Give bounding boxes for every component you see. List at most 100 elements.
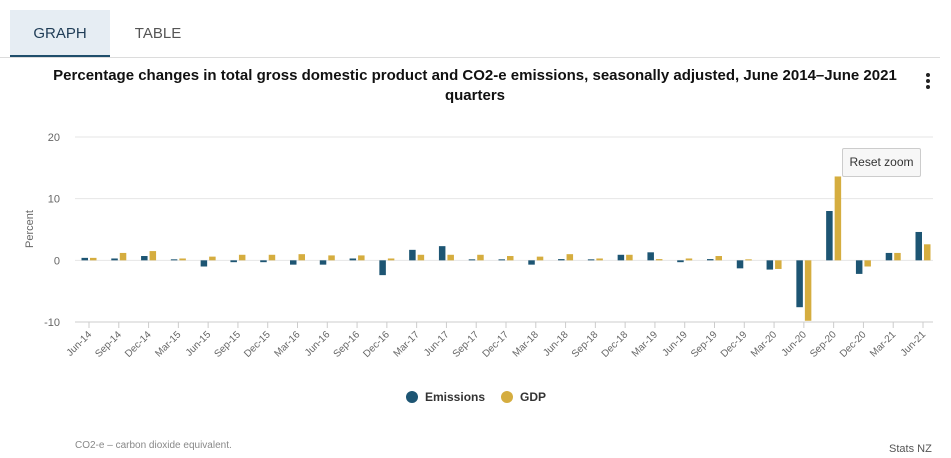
bar-emissions-jun-19[interactable] [677, 260, 684, 263]
y-axis-label: Percent [24, 210, 36, 248]
bar-emissions-jun-17[interactable] [438, 246, 446, 261]
bar-gdp-mar-19[interactable] [655, 259, 663, 261]
bar-gdp-mar-18[interactable] [536, 256, 544, 261]
x-tick-label: Mar-15 [153, 329, 183, 359]
bar-gdp-jun-18[interactable] [566, 254, 574, 261]
legend-item-emissions[interactable]: Emissions [406, 388, 485, 406]
x-tick-label: Dec-20 [838, 329, 869, 360]
x-tick-label: Jun-20 [780, 329, 810, 359]
bar-emissions-sep-15[interactable] [230, 260, 237, 263]
bar-emissions-mar-16[interactable] [290, 260, 297, 265]
legend-item-gdp[interactable]: GDP [501, 388, 546, 406]
x-tick-label: Mar-20 [749, 329, 779, 359]
bar-gdp-mar-20[interactable] [775, 260, 782, 269]
bar-gdp-jun-14[interactable] [90, 257, 97, 261]
bar-gdp-sep-15[interactable] [238, 254, 246, 261]
bar-emissions-dec-20[interactable] [855, 260, 863, 274]
bar-gdp-dec-16[interactable] [387, 258, 395, 261]
bar-gdp-dec-14[interactable] [149, 251, 157, 261]
bar-gdp-jun-21[interactable] [924, 244, 931, 261]
y-tick-label: 10 [48, 194, 60, 206]
bar-emissions-jun-20[interactable] [796, 260, 803, 308]
tab-graph[interactable]: GRAPH [10, 10, 110, 57]
x-tick-label: Sep-19 [689, 329, 720, 360]
vertical-ellipsis-icon[interactable] [918, 70, 938, 92]
gridlines [75, 136, 933, 323]
x-tick-label: Mar-18 [511, 329, 541, 359]
bar-gdp-sep-16[interactable] [358, 255, 365, 261]
bar-gdp-jun-15[interactable] [209, 256, 216, 261]
reset-zoom-button[interactable]: Reset zoom [842, 148, 921, 177]
bar-emissions-mar-20[interactable] [766, 260, 774, 270]
bar-emissions-dec-15[interactable] [260, 260, 267, 263]
x-tick-label: Sep-15 [212, 329, 243, 360]
bar-emissions-mar-21[interactable] [885, 252, 893, 261]
bar-emissions-mar-15[interactable] [170, 259, 178, 261]
bar-gdp-mar-15[interactable] [179, 258, 186, 261]
bar-gdp-dec-19[interactable] [745, 259, 752, 261]
x-tick-label: Mar-21 [868, 329, 898, 359]
bar-emissions-jun-18[interactable] [558, 259, 565, 261]
bar-emissions-dec-19[interactable] [736, 260, 744, 269]
bar-emissions-sep-16[interactable] [349, 258, 357, 261]
bar-gdp-jun-17[interactable] [447, 254, 454, 261]
legend-swatch-emissions [406, 391, 418, 403]
legend-swatch-gdp [501, 391, 513, 403]
bar-gdp-dec-18[interactable] [626, 254, 633, 261]
bar-gdp-dec-17[interactable] [507, 256, 514, 261]
bar-emissions-mar-19[interactable] [647, 252, 654, 261]
bar-emissions-jun-14[interactable] [81, 257, 89, 261]
x-tick-label: Sep-14 [93, 329, 124, 360]
x-tick-label: Dec-17 [481, 329, 512, 360]
bar-emissions-sep-20[interactable] [826, 211, 833, 261]
bar-emissions-jun-16[interactable] [319, 260, 327, 265]
bar-emissions-sep-14[interactable] [111, 258, 118, 261]
x-tick-label: Jun-16 [303, 329, 333, 359]
bar-emissions-jun-21[interactable] [915, 231, 923, 261]
y-tick-label: -10 [44, 317, 60, 329]
bar-emissions-mar-18[interactable] [528, 260, 535, 265]
bar-gdp-jun-19[interactable] [685, 258, 693, 261]
x-tick-label: Jun-17 [422, 329, 452, 359]
bar-gdp-sep-17[interactable] [477, 254, 484, 261]
bar-emissions-jun-15[interactable] [200, 260, 208, 267]
x-tick-label: Sep-18 [570, 329, 601, 360]
bar-gdp-jun-16[interactable] [328, 255, 335, 261]
bar-emissions-sep-19[interactable] [707, 259, 714, 261]
bar-gdp-sep-14[interactable] [119, 252, 127, 261]
chart-title: Percentage changes in total gross domest… [53, 67, 897, 104]
y-axis-ticks: -10 0 10 20 [44, 132, 60, 329]
x-tick-label: Jun-19 [660, 329, 690, 359]
bar-gdp-dec-20[interactable] [864, 260, 871, 267]
bar-emissions-sep-18[interactable] [587, 259, 595, 261]
x-tick-label: Jun-18 [541, 329, 571, 359]
bar-emissions-sep-17[interactable] [468, 259, 476, 261]
x-tick-label: Sep-17 [451, 329, 482, 360]
tab-table[interactable]: TABLE [134, 25, 182, 42]
bar-gdp-dec-15[interactable] [268, 254, 276, 261]
x-tick-label: Mar-17 [392, 329, 422, 359]
bar-gdp-sep-19[interactable] [715, 256, 723, 261]
x-tick-label: Dec-18 [600, 329, 631, 360]
bar-gdp-mar-21[interactable] [894, 252, 901, 261]
bar-gdp-sep-20[interactable] [834, 176, 842, 261]
x-tick-label: Dec-15 [242, 329, 273, 360]
x-tick-label: Jun-21 [899, 329, 929, 359]
bar-gdp-mar-17[interactable] [417, 254, 425, 261]
bar-gdp-mar-16[interactable] [298, 254, 306, 261]
credit: Stats NZ [889, 443, 932, 455]
x-tick-label: Jun-15 [184, 329, 214, 359]
x-axis: Jun-14 Sep-14 Dec-14 Mar-15 Jun-15 Sep-15 Dec-… [65, 321, 933, 360]
bar-gdp-sep-18[interactable] [596, 258, 603, 261]
bar-emissions-dec-14[interactable] [141, 256, 148, 261]
legend-label-gdp: GDP [520, 390, 547, 404]
x-tick-label: Sep-20 [808, 329, 839, 360]
bar-gdp-jun-20[interactable] [804, 260, 812, 321]
bar-emissions-dec-17[interactable] [498, 259, 506, 261]
bar-emissions-dec-16[interactable] [379, 260, 386, 276]
bar-emissions-mar-17[interactable] [409, 249, 416, 261]
x-tick-label: Mar-19 [630, 329, 660, 359]
tab-bar: GRAPH TABLE [0, 0, 940, 58]
bar-emissions-dec-18[interactable] [617, 254, 625, 261]
